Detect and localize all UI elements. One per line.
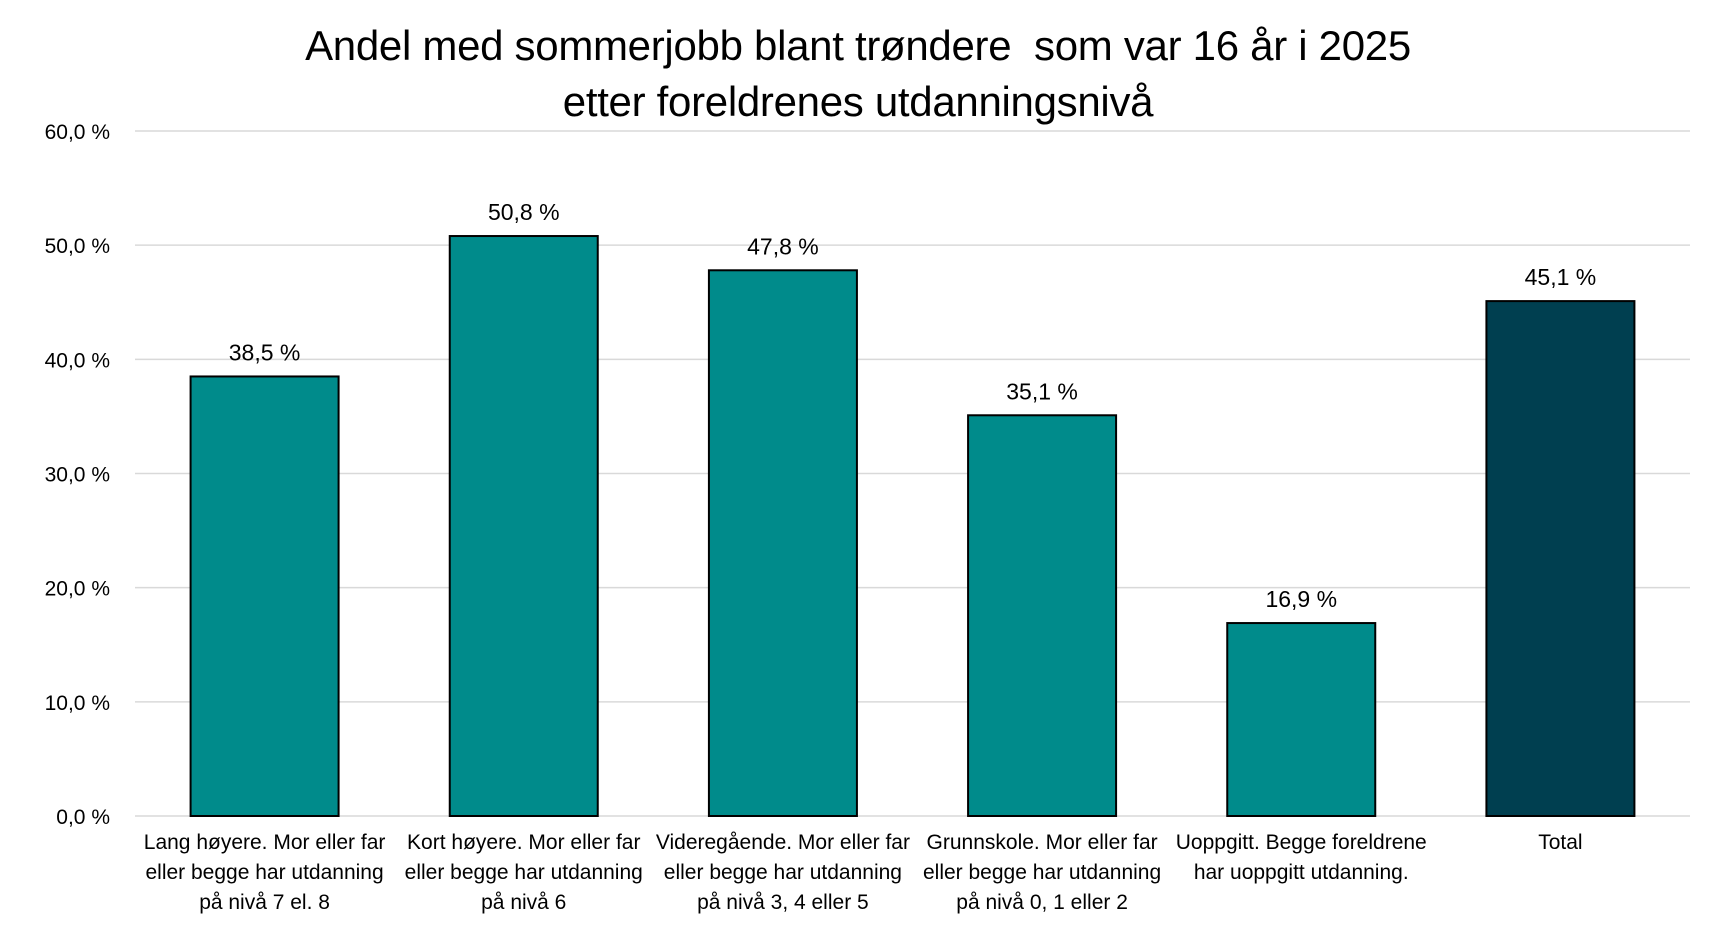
- x-category-label: Grunnskole. Mor eller far eller begge har…: [907, 828, 1177, 918]
- bar: [967, 414, 1118, 817]
- y-tick-label: 10,0 %: [45, 692, 110, 715]
- x-category-label: Videregående. Mor eller far eller begge h…: [648, 828, 918, 918]
- x-category-label-line: Total: [1538, 831, 1583, 854]
- data-labels: 38,5 % 50,8 % 47,8 % 35,1 % 16,9 % 45,1 %: [229, 199, 1596, 612]
- x-category-label-line: Videregående. Mor eller far: [655, 831, 910, 854]
- y-axis-tick-labels: 0,0 % 10,0 % 20,0 % 30,0 % 40,0 % 50,0 % 60,0 …: [45, 121, 110, 829]
- bar: [1226, 622, 1377, 818]
- x-category-label-line: Lang høyere. Mor eller far: [143, 831, 386, 854]
- x-category-label-line: på nivå 6: [481, 891, 567, 914]
- data-label: 16,9 %: [1265, 586, 1337, 612]
- x-category-label-line: eller begge har utdanning: [663, 861, 902, 884]
- bars: [189, 235, 1636, 818]
- x-category-label-line: Uoppgitt. Begge foreldrene: [1175, 831, 1427, 854]
- gridlines: [135, 130, 1690, 817]
- chart-title: Andel med sommerjobb blant trøndere som …: [0, 18, 1716, 130]
- chart-title-line-1: Andel med sommerjobb blant trøndere som …: [305, 22, 1411, 69]
- bar: [707, 269, 858, 817]
- bar: [448, 235, 599, 818]
- x-category-label-line: på nivå 7 el. 8: [199, 891, 330, 914]
- y-tick-label: 60,0 %: [45, 121, 110, 144]
- chart-title-line-2: etter foreldrenes utdanningsnivå: [562, 78, 1154, 125]
- data-label: 35,1 %: [1006, 378, 1078, 404]
- y-tick-label: 50,0 %: [45, 235, 110, 258]
- bar: [189, 375, 340, 817]
- x-category-label-line: har uoppgitt utdanning.: [1193, 861, 1409, 884]
- x-category-label-line: eller begge har utdanning: [922, 861, 1162, 884]
- x-category-label: Uoppgitt. Begge foreldrene har uoppgitt u…: [1166, 828, 1436, 888]
- data-label: 50,8 %: [488, 199, 560, 225]
- bar: [1485, 300, 1636, 817]
- x-category-label-line: Grunnskole. Mor eller far: [926, 831, 1158, 854]
- data-label: 38,5 %: [229, 339, 301, 365]
- x-category-label-line: på nivå 0, 1 eller 2: [956, 891, 1128, 914]
- x-category-label-line: på nivå 3, 4 eller 5: [697, 891, 869, 914]
- x-category-label: Total: [1425, 828, 1695, 858]
- y-tick-label: 30,0 %: [45, 464, 110, 487]
- y-tick-label: 0,0 %: [56, 806, 110, 829]
- y-tick-label: 40,0 %: [45, 349, 110, 372]
- x-category-label: Lang høyere. Mor eller far eller begge ha…: [130, 828, 400, 918]
- x-category-label: Kort høyere. Mor eller far eller begge ha…: [389, 828, 659, 918]
- data-label: 45,1 %: [1525, 264, 1597, 290]
- y-tick-label: 20,0 %: [45, 578, 110, 601]
- data-label: 47,8 %: [747, 233, 819, 259]
- x-category-label-line: Kort høyere. Mor eller far: [407, 831, 641, 854]
- x-category-label-line: eller begge har utdanning: [404, 861, 643, 884]
- x-category-label-line: eller begge har utdanning: [145, 861, 384, 884]
